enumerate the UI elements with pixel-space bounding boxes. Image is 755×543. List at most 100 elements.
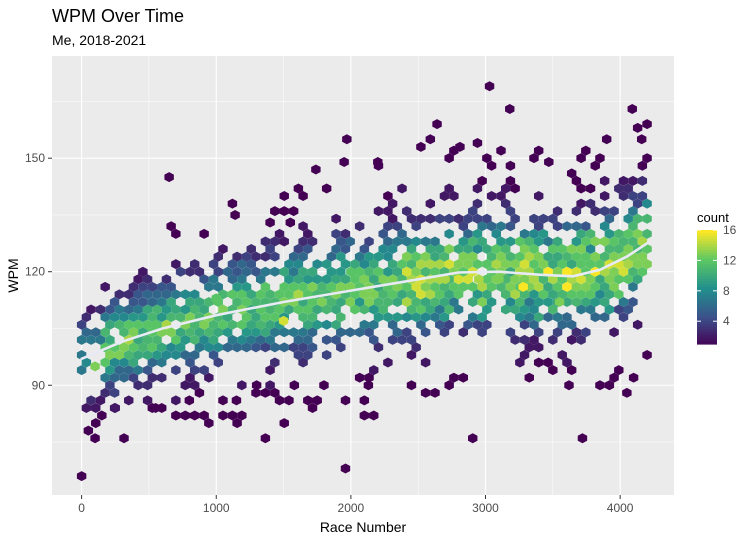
hex-bin [392,327,403,338]
hex-bin [548,274,558,285]
hex-bin [119,342,129,353]
hex-bin [241,327,252,338]
hex-bin [416,259,426,270]
hex-bin [543,312,553,323]
hex-bin [458,281,469,292]
hex-bin [326,251,337,262]
hex-bin [387,319,398,330]
legend-gradient-step [697,304,717,308]
hex-bin [463,319,473,330]
hex-bin [557,289,567,300]
hex-bin [260,327,271,338]
hex-bin [614,244,624,254]
hex-bin [632,274,643,285]
hex-bin [185,266,195,277]
hex-bin [279,236,289,247]
hex-bin [628,236,638,247]
hex-bin [510,183,520,194]
hex-bin [562,312,572,323]
hex-bin [557,349,567,360]
axes: 0 1000 2000 3000 4000 90 120 150 [25,151,634,515]
hex-bin [319,380,329,391]
x-tick-label: 2000 [338,501,365,515]
hex-bin [227,410,238,421]
hex-bin [128,357,139,368]
x-tick-label: 1000 [203,501,230,515]
hex-bin [185,372,195,383]
hex-bin [133,304,143,315]
hex-bin [435,319,445,330]
hex-bin [562,266,572,277]
hex-bin [618,191,629,202]
hex-bin [623,274,633,285]
hex-bin [576,228,586,239]
hex-bin [425,198,436,209]
hex-bin [265,319,275,330]
hex-bin [142,349,153,360]
hex-bin [340,259,351,270]
hex-bin [449,281,459,292]
hex-bin [623,183,633,194]
hex-bin [350,259,360,270]
hex-bin [359,259,370,270]
hex-bin [533,221,544,232]
hex-bin [298,251,308,262]
hex-bin [124,289,134,300]
hex-bin [468,236,478,247]
hex-bin [515,357,525,368]
legend-gradient-step [697,318,717,322]
hex-bin [364,236,374,247]
hex-bin [623,244,633,254]
y-axis-label: WPM [5,258,21,292]
hex-bin [501,198,511,209]
hex-bin [529,228,539,239]
hex-bin [76,319,87,330]
hex-bin [312,259,322,270]
hex-bin [109,312,120,323]
legend-gradient-step [697,255,717,260]
hex-bin [439,312,450,323]
hex-bin [171,304,181,315]
hex-bin [336,266,346,277]
hex-bin [190,410,200,421]
hex-bin [298,281,308,292]
hex-bin [293,274,304,285]
hex-bin [298,312,308,323]
hex-bin [142,319,153,330]
hex-bin [510,274,520,285]
legend-gradient-step [697,315,717,319]
hex-bin [425,304,436,315]
hex-bin [133,274,143,285]
chart-title: WPM Over Time [52,6,185,26]
hex-bin [128,327,139,338]
hex-bin [246,289,256,300]
hex-bin [581,281,591,292]
legend-tick-label: 12 [723,253,737,267]
hex-bin [472,213,483,224]
hex-bin [227,319,238,330]
hex-bin [623,213,633,224]
legend-gradient-step [697,287,717,291]
hex-bin [636,134,647,145]
hex-bin [331,334,341,345]
hex-bin [383,236,393,247]
hex-bin [566,319,577,330]
hex-bin [100,357,110,368]
hex-bin [76,365,87,376]
hex-bin [237,410,247,421]
hex-bin [538,213,549,224]
hex-bin [208,349,219,360]
hex-bin [331,304,341,315]
hex-bin [237,259,247,270]
hex-bin [124,304,134,315]
hex-bin [152,349,162,360]
hex-bin [293,259,304,270]
hex-bin [383,206,393,217]
hex-bin [425,289,436,300]
hex-bin [529,319,539,330]
hex-bin [284,395,294,406]
hex-bin [472,228,483,239]
hex-bin [331,244,341,254]
hex-bin [642,244,652,254]
hex-bin [185,297,195,307]
